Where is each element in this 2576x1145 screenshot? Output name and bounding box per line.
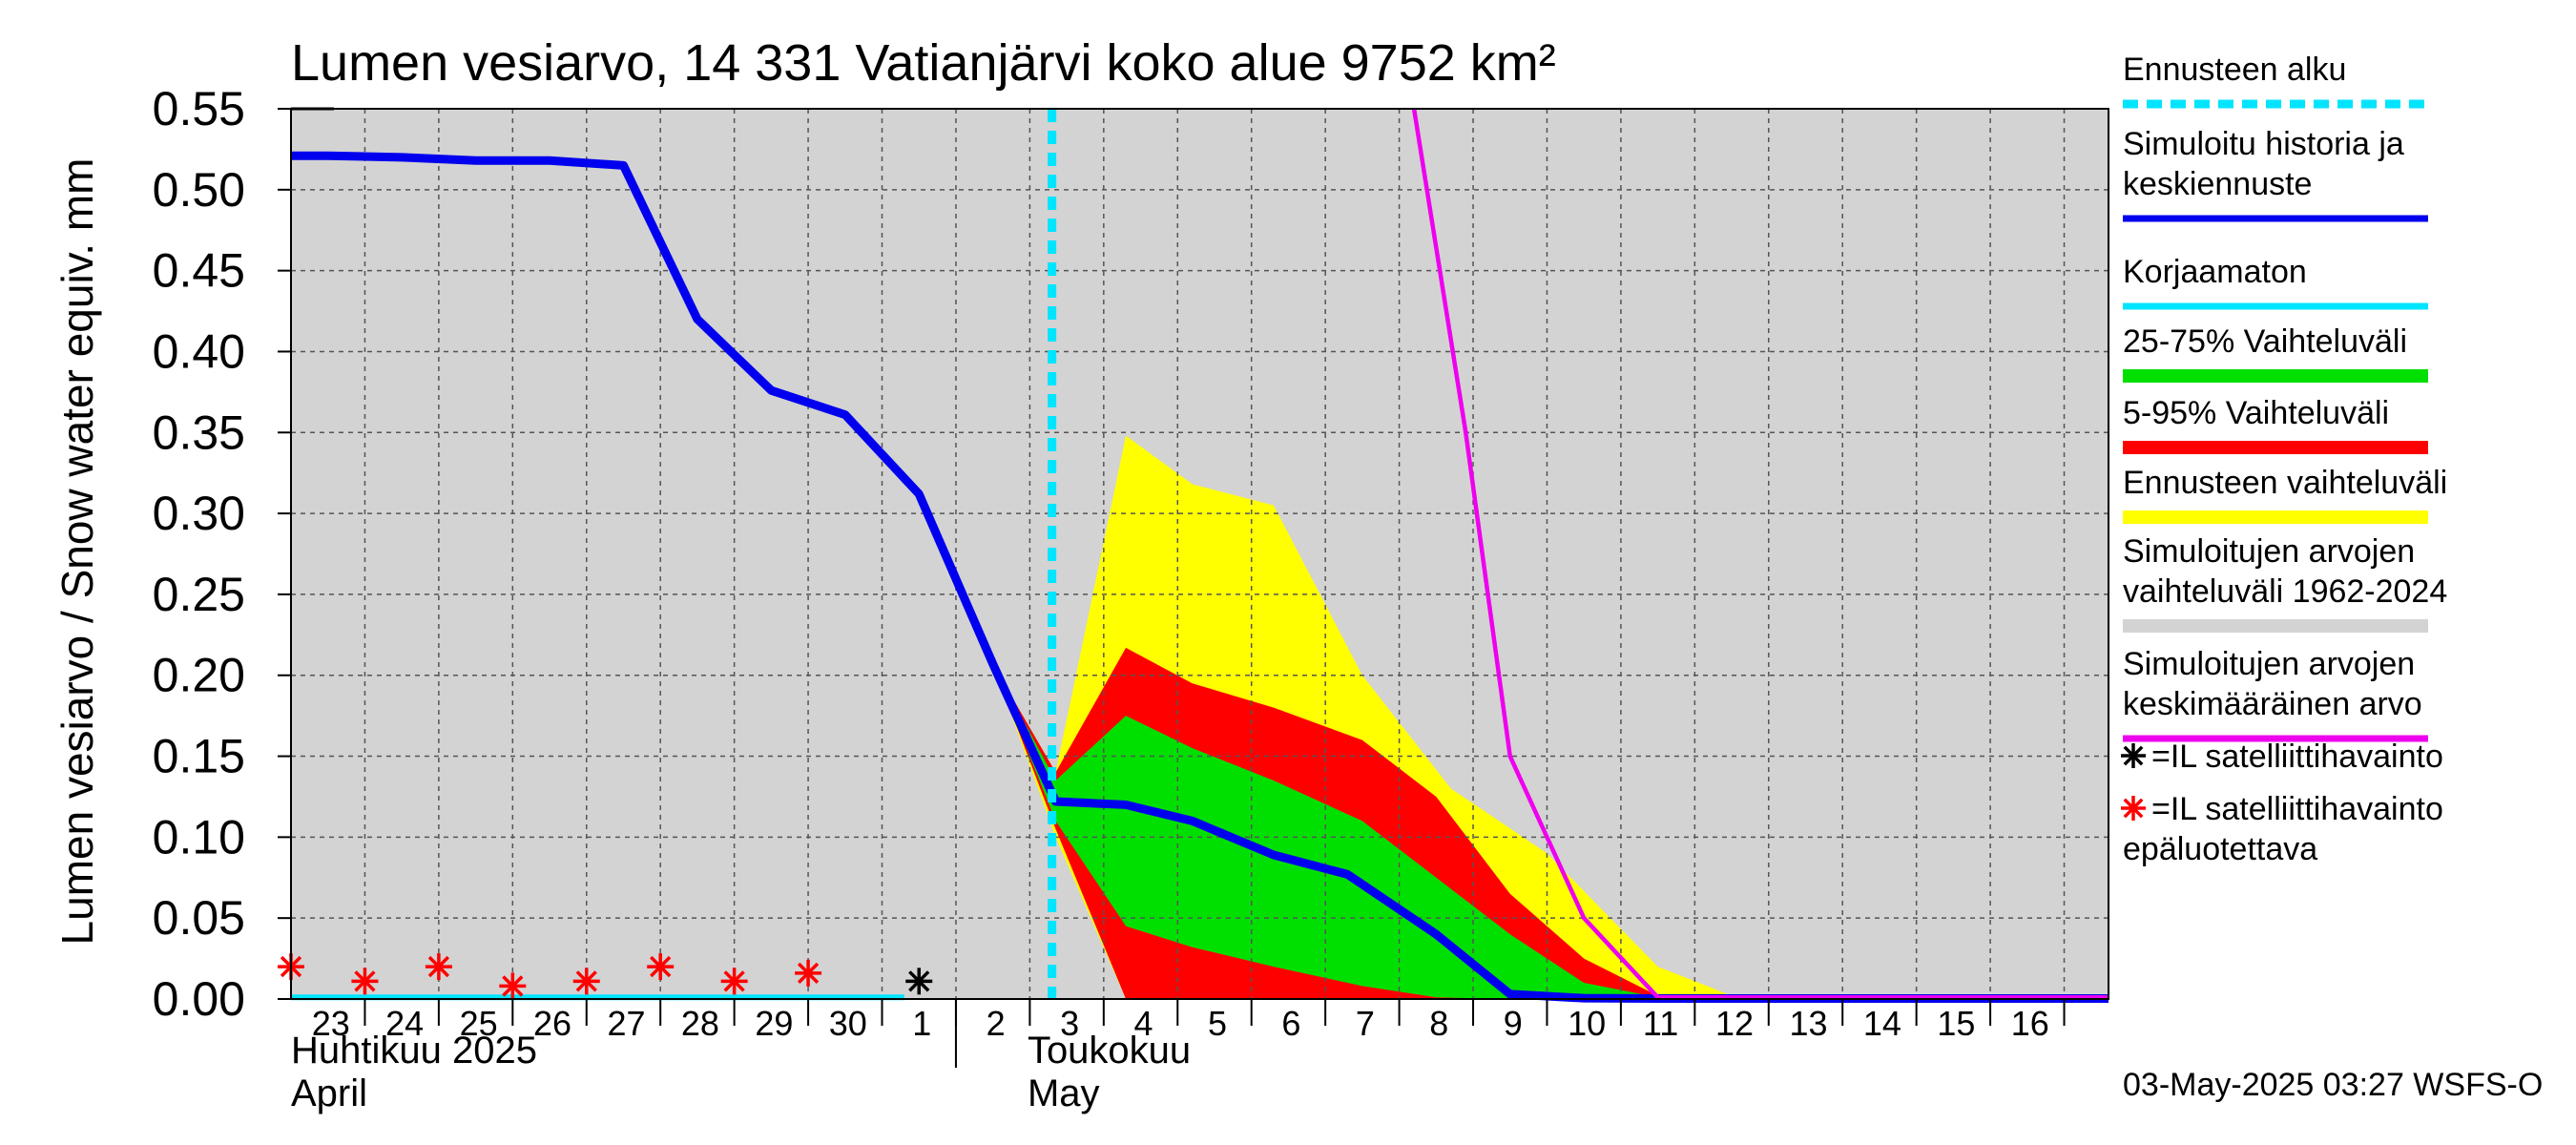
marker-8-7-stroke	[797, 962, 820, 984]
month-label: Huhtikuu 2025	[291, 1030, 537, 1072]
legend-item-7: Simuloitujen arvojen keskimääräinen arvo	[2123, 646, 2428, 742]
x-tick-label: 13	[1789, 1004, 1827, 1043]
marker-8-3	[499, 972, 527, 1000]
legend-label: epäluotettava	[2123, 831, 2317, 867]
legend-star-icon-stroke	[2123, 798, 2144, 819]
x-tick-label: 8	[1429, 1004, 1448, 1043]
x-tick-label: 25	[460, 1004, 498, 1043]
legend-label: Ennusteen vaihteluväli	[2123, 465, 2447, 501]
x-tick-label: 12	[1715, 1004, 1754, 1043]
legend-label: 25-75% Vaihteluväli	[2123, 323, 2407, 360]
x-tick-label: 30	[829, 1004, 867, 1043]
chart-title: Lumen vesiarvo, 14 331 Vatianjärvi koko …	[291, 34, 1556, 92]
legend-label: Simuloitujen arvojen	[2123, 533, 2415, 570]
legend-label: =IL satelliittihavainto	[2151, 739, 2443, 775]
legend-item-8: =IL satelliittihavainto	[2121, 739, 2443, 775]
y-tick-label: 0.50	[153, 163, 245, 217]
y-tick-label: 0.25	[153, 568, 245, 621]
y-tick-label: 0.55	[153, 82, 245, 135]
line-layer	[278, 108, 2109, 1003]
marker-7-0	[905, 968, 933, 995]
legend-label: =IL satelliittihavainto	[2151, 791, 2443, 827]
x-tick-label: 28	[681, 1004, 719, 1043]
x-tick-label: 3	[1060, 1004, 1079, 1043]
x-tick-label: 11	[1643, 1004, 1678, 1043]
legend-label: vaihteluväli 1962-2024	[2123, 573, 2447, 610]
month-label-en: May	[1028, 1072, 1100, 1114]
x-tick-label: 6	[1281, 1004, 1300, 1043]
y-tick-label: 0.30	[153, 487, 245, 540]
marker-8-7	[795, 959, 822, 987]
x-tick-label: 10	[1568, 1004, 1606, 1043]
band-layer	[291, 109, 2109, 999]
y-tick-label: 0.20	[153, 649, 245, 702]
legend-star-icon	[2121, 743, 2146, 768]
x-tick-label: 14	[1863, 1004, 1901, 1043]
legend-item-9: =IL satelliittihavainto epäluotettava	[2121, 791, 2443, 867]
legend-label: 5-95% Vaihteluväli	[2123, 395, 2389, 431]
series-line-6	[1411, 108, 2109, 1000]
y-axis-label: Lumen vesiarvo / Snow water equiv. mm	[52, 158, 102, 946]
marker-7-0-stroke	[908, 970, 930, 992]
legend-label: keskimääräinen arvo	[2123, 686, 2422, 722]
x-tick-label: 9	[1504, 1004, 1523, 1043]
marker-8-4	[572, 968, 600, 995]
axes-layer: 0.00 0.05 0.10 0.15 0.20 0.25 0.30 0.35 0.40 0.45…	[52, 82, 2109, 1114]
legend-item-5: Ennusteen vaihteluväli	[2123, 465, 2447, 524]
month-label-en: April	[291, 1072, 367, 1114]
legend-label: Simuloitujen arvojen	[2123, 646, 2415, 682]
x-tick-label: 4	[1134, 1004, 1153, 1043]
y-tick-label: 0.15	[153, 730, 245, 783]
legend-star-icon	[2121, 796, 2146, 821]
legend: Ennusteen alku Simuloitu historia ja keski…	[2121, 52, 2447, 867]
marker-8-5-stroke	[650, 955, 672, 978]
month-label: Toukokuu	[1028, 1030, 1191, 1072]
legend-label: Korjaamaton	[2123, 254, 2307, 290]
series-line-5	[291, 151, 2109, 1003]
x-tick-label: 2	[987, 1004, 1006, 1043]
marker-8-1-stroke	[354, 970, 376, 992]
band-3	[992, 663, 1658, 999]
y-tick-label: 0.05	[153, 891, 245, 945]
x-tick-label: 16	[2011, 1004, 2049, 1043]
legend-item-3: 25-75% Vaihteluväli	[2123, 323, 2428, 383]
legend-item-0: Ennusteen alku	[2123, 52, 2428, 109]
marker-8-6	[720, 968, 748, 995]
legend-label: Ennusteen alku	[2123, 52, 2346, 88]
x-tick-label: 27	[607, 1004, 645, 1043]
x-tick-label: 24	[385, 1004, 424, 1043]
y-tick-label: 0.40	[153, 324, 245, 378]
plot-frame	[290, 108, 2109, 1000]
marker-8-1	[351, 968, 379, 995]
x-tick-label: 1	[912, 1004, 931, 1043]
legend-label: Simuloitu historia ja	[2123, 126, 2404, 162]
x-tick-label: 26	[533, 1004, 571, 1043]
marker-8-3-stroke	[502, 975, 524, 997]
footer-timestamp: 03-May-2025 03:27 WSFS-O	[2123, 1067, 2543, 1103]
marker-8-2-stroke	[427, 955, 450, 978]
y-tick-label: 0.10	[153, 810, 245, 864]
marker-8-6-stroke	[723, 970, 745, 992]
legend-star-icon-stroke	[2123, 745, 2144, 766]
legend-label: keskiennuste	[2123, 166, 2312, 202]
legend-item-4: 5-95% Vaihteluväli	[2123, 395, 2428, 454]
legend-item-2: Korjaamaton	[2123, 254, 2428, 310]
x-tick-label: 29	[755, 1004, 793, 1043]
y-tick-label: 0.35	[153, 406, 245, 459]
x-tick-label: 5	[1208, 1004, 1227, 1043]
legend-item-1: Simuloitu historia ja keskiennuste	[2123, 126, 2428, 222]
x-tick-label: 15	[1937, 1004, 1975, 1043]
x-tick-label: 23	[312, 1004, 350, 1043]
marker-8-5	[647, 953, 675, 981]
x-tick-label: 7	[1356, 1004, 1375, 1043]
marker-8-2	[425, 953, 452, 981]
marker-8-4-stroke	[575, 970, 597, 992]
y-tick-label: 0.45	[153, 244, 245, 298]
y-tick-label: 0.00	[153, 972, 245, 1026]
